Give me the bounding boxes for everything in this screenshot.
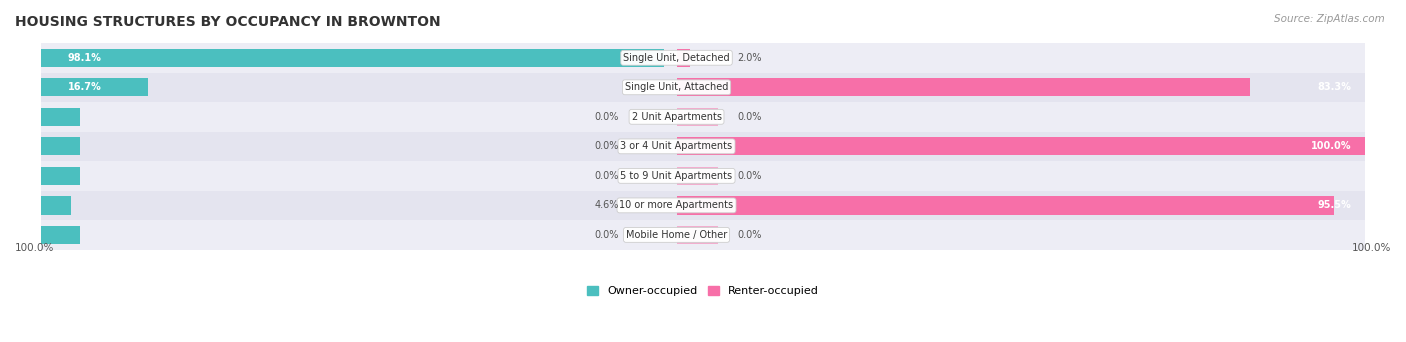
Text: 0.0%: 0.0% [595,112,619,122]
Legend: Owner-occupied, Renter-occupied: Owner-occupied, Renter-occupied [586,286,820,296]
Text: 83.3%: 83.3% [1317,82,1351,92]
Bar [41,220,1365,250]
Text: 100.0%: 100.0% [1310,141,1351,152]
Bar [676,167,718,185]
Bar [41,108,80,126]
Text: Single Unit, Attached: Single Unit, Attached [624,82,728,92]
Bar [41,132,1365,161]
Text: 0.0%: 0.0% [738,171,762,181]
Text: 98.1%: 98.1% [67,53,101,63]
Text: 4.6%: 4.6% [595,200,619,210]
Bar [41,161,1365,190]
Text: 5 to 9 Unit Apartments: 5 to 9 Unit Apartments [620,171,733,181]
Text: HOUSING STRUCTURES BY OCCUPANCY IN BROWNTON: HOUSING STRUCTURES BY OCCUPANCY IN BROWN… [15,15,440,29]
Text: Mobile Home / Other: Mobile Home / Other [626,230,727,240]
Bar [676,137,1365,156]
Text: 100.0%: 100.0% [1351,242,1391,253]
Text: 0.0%: 0.0% [738,230,762,240]
Text: Source: ZipAtlas.com: Source: ZipAtlas.com [1274,14,1385,24]
Bar [41,43,1365,73]
Bar [41,49,665,67]
Bar [676,49,690,67]
Text: 16.7%: 16.7% [67,82,101,92]
Text: 3 or 4 Unit Apartments: 3 or 4 Unit Apartments [620,141,733,152]
Bar [676,196,1333,214]
Text: 0.0%: 0.0% [595,230,619,240]
Bar [41,137,80,156]
Text: 2.0%: 2.0% [738,53,762,63]
Bar [676,78,1250,96]
Bar [676,226,718,244]
Text: Single Unit, Detached: Single Unit, Detached [623,53,730,63]
Bar [41,73,1365,102]
Text: 0.0%: 0.0% [738,112,762,122]
Bar [41,196,70,214]
Text: 100.0%: 100.0% [15,242,55,253]
Text: 0.0%: 0.0% [595,141,619,152]
Bar [41,102,1365,132]
Text: 0.0%: 0.0% [595,171,619,181]
Bar [41,226,80,244]
Bar [41,167,80,185]
Text: 95.5%: 95.5% [1317,200,1351,210]
Bar [41,78,148,96]
Bar [41,190,1365,220]
Bar [676,108,718,126]
Text: 10 or more Apartments: 10 or more Apartments [620,200,734,210]
Text: 2 Unit Apartments: 2 Unit Apartments [631,112,721,122]
